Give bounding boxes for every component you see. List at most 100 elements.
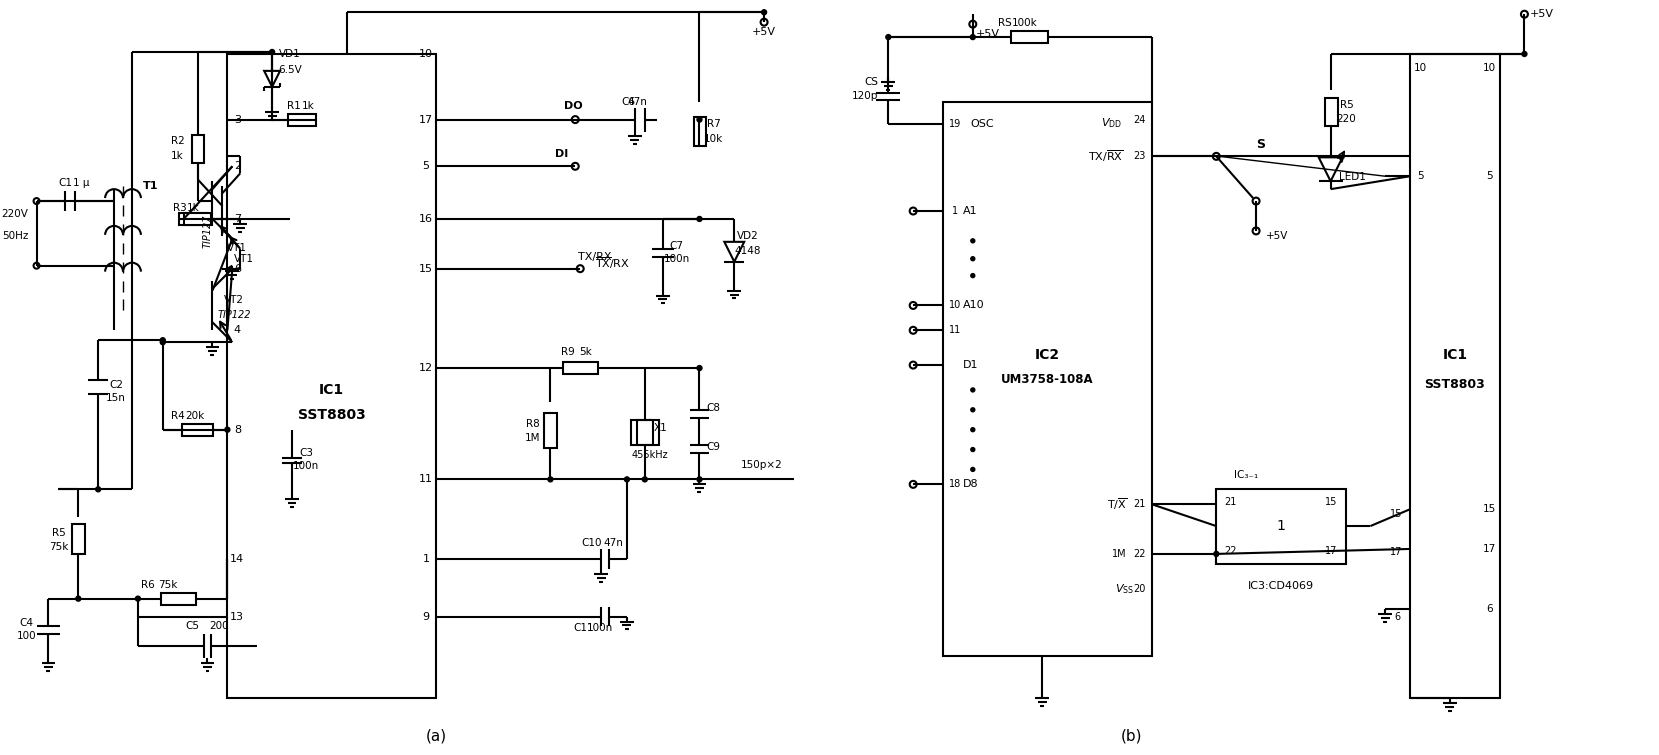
Text: C11: C11 [572,624,594,633]
Text: 220V: 220V [2,209,28,219]
Text: 15: 15 [1483,504,1496,514]
Text: C5: C5 [186,621,199,631]
Bar [191,135,204,163]
Text: 7: 7 [234,214,241,224]
Text: 6: 6 [234,263,241,273]
Text: 23: 23 [1133,151,1146,162]
Text: SST8803: SST8803 [1425,378,1485,391]
Text: 1k: 1k [187,203,201,213]
Text: VT1: VT1 [234,254,254,263]
Circle shape [971,239,975,243]
Text: 21: 21 [1224,498,1236,507]
Circle shape [971,273,975,278]
Text: 5: 5 [1417,171,1423,181]
Text: X1: X1 [654,423,667,433]
Text: S: S [1256,138,1266,151]
Text: +5V: +5V [1266,231,1289,241]
Text: 10: 10 [1483,63,1496,73]
Text: SST8803: SST8803 [299,408,365,422]
Polygon shape [1319,157,1342,181]
Text: 1k: 1k [302,100,314,111]
Text: DI: DI [554,149,567,159]
Text: IC1: IC1 [319,383,345,397]
Bar [179,213,206,225]
Circle shape [136,596,141,601]
Text: 4: 4 [234,325,241,335]
Text: 50Hz: 50Hz [2,231,28,241]
Text: C1: C1 [58,178,73,188]
Bar [1216,489,1345,564]
Text: 100: 100 [17,631,36,642]
Text: VT2: VT2 [224,295,244,306]
Text: 11: 11 [420,474,433,485]
Text: 20: 20 [1133,584,1146,593]
Text: 5: 5 [1486,171,1493,181]
Text: CS: CS [864,77,878,87]
Text: 12: 12 [420,363,433,373]
Text: 16: 16 [420,214,433,224]
Text: 150p×2: 150p×2 [742,461,783,470]
Text: R1: R1 [287,100,300,111]
Bar [73,524,85,554]
Text: C9: C9 [707,442,720,451]
Circle shape [971,448,975,451]
Text: LED1: LED1 [1339,172,1365,182]
Text: 2: 2 [234,162,241,171]
Text: 1M: 1M [1112,549,1126,559]
Text: 200: 200 [209,621,229,631]
Circle shape [761,10,766,15]
Text: +5V: +5V [975,29,1000,39]
Text: 19: 19 [949,119,961,128]
Text: 6.5V: 6.5V [279,65,302,75]
Bar [184,213,211,225]
Circle shape [971,427,975,432]
Text: T1: T1 [143,181,159,191]
Bar [544,413,557,448]
Text: 120p: 120p [853,91,878,100]
Text: A1: A1 [962,206,977,216]
Text: IC1: IC1 [1442,348,1468,362]
Text: 22: 22 [1133,549,1146,559]
Bar [289,113,315,125]
Text: R2: R2 [171,137,184,146]
Circle shape [270,50,275,54]
Text: D8: D8 [962,479,979,489]
Text: 9: 9 [423,612,430,621]
Text: 47n: 47n [604,538,622,548]
Text: 4148: 4148 [735,246,761,256]
Text: 1k: 1k [171,151,184,162]
Circle shape [226,427,231,432]
Bar [1410,54,1500,698]
Text: R8: R8 [526,419,539,429]
Text: 17: 17 [1483,544,1496,554]
Text: 17: 17 [1326,546,1337,556]
Circle shape [971,257,975,260]
Text: 21: 21 [1133,499,1146,509]
Bar [630,420,659,445]
Text: 17: 17 [1390,547,1402,557]
Text: 15: 15 [1326,498,1337,507]
Circle shape [697,477,702,482]
Circle shape [161,337,166,343]
Circle shape [642,477,647,482]
Circle shape [971,35,975,39]
Circle shape [624,477,629,482]
Text: 6: 6 [1486,603,1493,614]
Text: 10k: 10k [703,134,723,144]
Text: 100n: 100n [664,254,690,263]
Text: (a): (a) [426,729,446,744]
Text: 47n: 47n [627,97,647,106]
Circle shape [161,340,166,345]
Text: TX/RX: TX/RX [579,251,612,262]
Circle shape [971,388,975,392]
Text: 18: 18 [949,479,961,489]
Circle shape [547,477,552,482]
Text: C3: C3 [299,448,314,458]
Text: 11: 11 [949,325,961,335]
Circle shape [1521,51,1526,57]
Circle shape [971,408,975,411]
Text: 1: 1 [423,554,430,564]
Text: 8: 8 [234,424,241,435]
Text: +5V: +5V [1530,9,1553,19]
Text: IC₃₋₁: IC₃₋₁ [1234,470,1259,480]
